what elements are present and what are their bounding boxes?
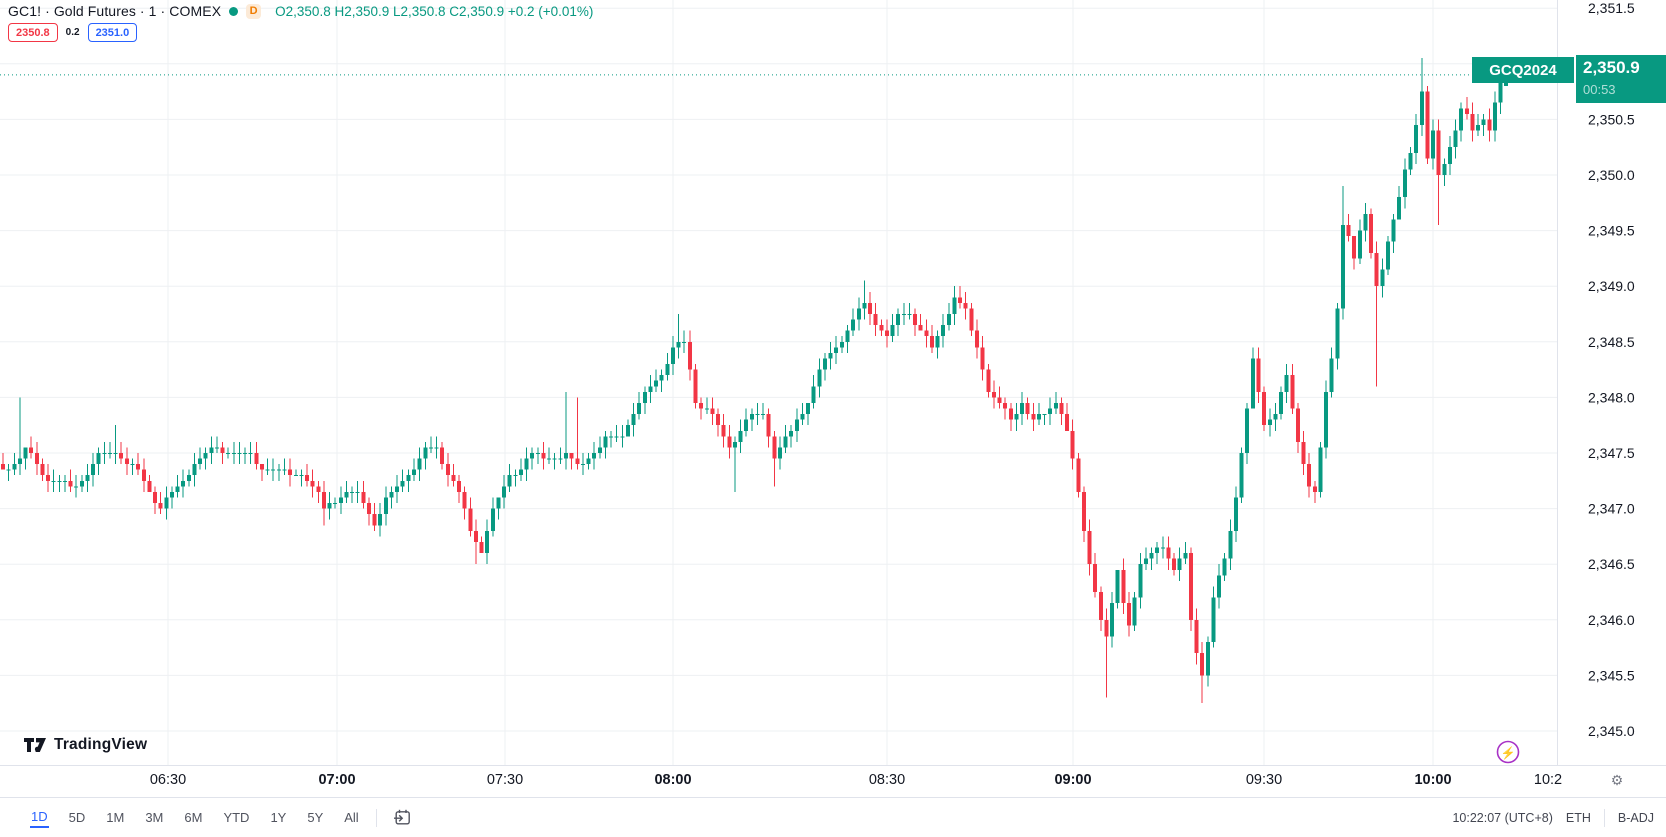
time-tick-label: 08:00 bbox=[654, 772, 691, 788]
bottom-toolbar: 1D 5D 1M 3M 6M YTD 1Y 5Y All 10:22:07 (UTC+8) ET… bbox=[0, 797, 1666, 837]
range-button-5y[interactable]: 5Y bbox=[307, 810, 324, 825]
delayed-data-badge[interactable]: D bbox=[246, 3, 262, 19]
price-tick-label: 2,350.5 bbox=[1588, 111, 1635, 127]
tradingview-logo[interactable]: TradingView bbox=[24, 736, 147, 754]
time-axis-settings-gear-icon[interactable]: ⚙ bbox=[1611, 772, 1624, 788]
contract-label-badge[interactable]: GCQ2024 bbox=[1472, 57, 1574, 83]
price-tick-label: 2,345.5 bbox=[1588, 667, 1635, 683]
price-tick-label: 2,347.5 bbox=[1588, 445, 1635, 461]
price-tick-label: 2,351.5 bbox=[1588, 0, 1635, 16]
candles bbox=[1, 58, 1509, 704]
tradingview-logo-icon bbox=[24, 738, 46, 752]
time-tick-label: 10:2 bbox=[1534, 772, 1562, 788]
ohlc-values: O2,350.8 H2,350.9 L2,350.8 C2,350.9 +0.2… bbox=[275, 3, 594, 19]
time-tick-label: 07:00 bbox=[318, 772, 355, 788]
range-button-6m[interactable]: 6M bbox=[184, 810, 203, 825]
tradingview-logo-text: TradingView bbox=[54, 736, 148, 753]
price-tick-label: 2,349.5 bbox=[1588, 223, 1635, 239]
clock-utc[interactable]: 10:22:07 (UTC+8) bbox=[1452, 810, 1553, 825]
realtime-status-dot bbox=[229, 6, 239, 16]
chart-header: GC1! · Gold Futures · 1 · COMEX D O2,350… bbox=[8, 3, 593, 19]
gridlines bbox=[0, 0, 1557, 765]
buy-button[interactable]: 2351.0 bbox=[87, 23, 138, 42]
time-tick-label: 06:30 bbox=[150, 772, 186, 788]
svg-text:⚡: ⚡ bbox=[1501, 746, 1516, 760]
time-tick-label: 09:00 bbox=[1054, 772, 1091, 788]
instant-trading-lightning-icon[interactable]: ⚡ bbox=[1496, 740, 1520, 764]
range-button-1m[interactable]: 1M bbox=[106, 810, 125, 825]
symbol-title[interactable]: GC1! · Gold Futures · 1 · COMEX bbox=[8, 3, 222, 19]
time-tick-label: 10:00 bbox=[1414, 772, 1451, 788]
time-tick-label: 09:30 bbox=[1246, 772, 1282, 788]
price-tick-label: 2,347.0 bbox=[1588, 501, 1635, 517]
bar-countdown: 00:53 bbox=[1583, 82, 1616, 97]
price-tick-label: 2,346.5 bbox=[1588, 556, 1635, 572]
go-to-date-icon[interactable] bbox=[393, 808, 412, 827]
range-button-1d[interactable]: 1D bbox=[30, 807, 49, 828]
spread-value: 0.2 bbox=[65, 27, 80, 38]
price-axis-labels[interactable]: 2,351.52,351.02,350.52,350.02,349.52,349… bbox=[1588, 0, 1635, 739]
price-tick-label: 2,345.0 bbox=[1588, 723, 1635, 739]
toolbar-divider bbox=[375, 808, 377, 827]
sell-button[interactable]: 2350.8 bbox=[8, 23, 58, 42]
time-tick-label: 08:30 bbox=[869, 772, 905, 788]
time-axis-labels[interactable]: 06:30 07:00 07:30 08:00 08:30 09:00 09:30 10:00… bbox=[150, 772, 1562, 788]
price-tick-label: 2,346.0 bbox=[1588, 612, 1635, 628]
date-range-buttons: 1D 5D 1M 3M 6M YTD 1Y 5Y All bbox=[30, 807, 360, 828]
range-button-ytd[interactable]: YTD bbox=[223, 810, 250, 825]
range-button-5d[interactable]: 5D bbox=[68, 810, 86, 825]
range-button-3m[interactable]: 3M bbox=[145, 810, 164, 825]
price-tick-label: 2,348.5 bbox=[1588, 334, 1635, 350]
last-price-axis-badge[interactable]: 2,350.9 00:53 bbox=[1576, 55, 1666, 103]
bid-ask-row: 2350.8 0.2 2351.0 bbox=[8, 23, 138, 42]
range-button-all[interactable]: All bbox=[344, 810, 359, 825]
price-tick-label: 2,348.0 bbox=[1588, 389, 1635, 405]
time-tick-label: 07:30 bbox=[487, 772, 523, 788]
adjustment-badj[interactable]: B-ADJ bbox=[1617, 810, 1654, 825]
session-eth[interactable]: ETH bbox=[1565, 810, 1591, 825]
price-tick-label: 2,349.0 bbox=[1588, 278, 1635, 294]
range-button-1y[interactable]: 1Y bbox=[270, 810, 287, 825]
toolbar-divider bbox=[1603, 808, 1605, 827]
price-tick-label: 2,350.0 bbox=[1588, 167, 1635, 183]
price-chart[interactable]: 2,351.52,351.02,350.52,350.02,349.52,349… bbox=[0, 0, 1666, 797]
last-price-value: 2,350.9 bbox=[1583, 58, 1640, 77]
